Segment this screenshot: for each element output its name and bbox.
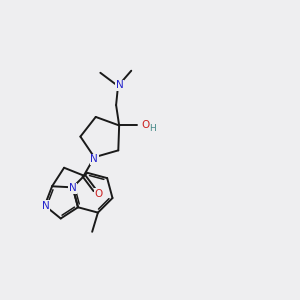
Text: N: N [42,200,50,211]
Text: H: H [149,124,156,133]
Text: N: N [116,80,123,90]
Text: O: O [142,120,150,130]
Text: N: N [69,183,76,193]
Text: O: O [94,189,102,199]
Text: N: N [91,154,98,164]
